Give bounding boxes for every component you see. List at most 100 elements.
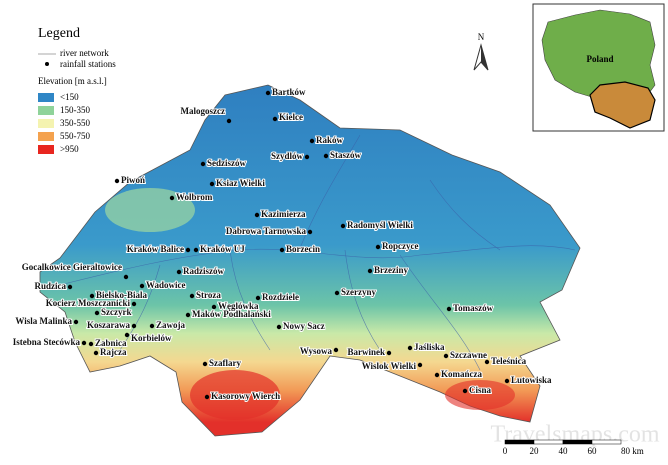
station-dot — [309, 138, 315, 144]
station-label: Istebna Stecówka — [13, 337, 81, 347]
station-dot — [226, 118, 232, 124]
station-dot — [123, 274, 129, 280]
station-label: Wislok Wielki — [362, 361, 417, 371]
station-dot — [149, 323, 155, 329]
station-label: Stroza — [196, 290, 221, 300]
station-dot — [204, 394, 210, 400]
station-label: Borzecin — [286, 244, 320, 254]
station-label: Brzeziny — [374, 265, 408, 275]
station-label: Lutowiska — [511, 375, 552, 385]
station-label: Koszarawa — [87, 320, 130, 330]
scale-segment — [504, 439, 535, 445]
station-dot — [94, 310, 100, 316]
station-dot — [124, 332, 130, 338]
legend-swatch — [38, 119, 54, 128]
station-label: Raków — [316, 135, 344, 145]
scale-segment — [533, 439, 564, 445]
station-dot — [73, 319, 79, 325]
stations: Bartków Malogoszcz Kielce Raków Szydlów Stasz… — [12, 86, 553, 402]
scale-segment — [562, 439, 593, 445]
station-label: Wadowice — [146, 280, 186, 290]
station-label: Korbielów — [131, 333, 172, 343]
station-dot — [367, 268, 373, 274]
station-label: Piwoń — [121, 175, 145, 185]
station-label: Radziszów — [183, 266, 224, 276]
station-label: Staszów — [330, 150, 361, 160]
station-dot — [434, 372, 440, 378]
station-dot — [255, 295, 261, 301]
station-label: Kasorowy Wierch — [211, 391, 280, 401]
inset-label: Poland — [586, 54, 613, 64]
station-dot — [189, 293, 195, 299]
station-dot — [504, 378, 510, 384]
station-label: Bartków — [272, 87, 306, 97]
station-label: Szaflary — [209, 358, 241, 368]
station-dot — [407, 345, 413, 351]
legend-class-label: 550-750 — [60, 131, 90, 141]
station-dot — [417, 362, 423, 368]
station-dot — [307, 229, 313, 235]
scale-label: 60 — [588, 446, 598, 456]
station-label: Wysowa — [300, 346, 333, 356]
station-label: Zabnica — [95, 338, 127, 348]
station-label: Węglówka — [218, 301, 259, 311]
station-dot — [443, 353, 449, 359]
station-label: Zawoja — [156, 320, 185, 330]
scale-label: 0 — [503, 446, 508, 456]
scale-label: 80 km — [621, 446, 644, 456]
station-dot — [81, 340, 87, 346]
station-dot — [254, 212, 260, 218]
river-network — [59, 134, 576, 371]
station-label: Kazimierza — [261, 209, 306, 219]
station-label: Gocalkowice Gieraltowice — [22, 262, 122, 272]
station-label: Tomaszów — [453, 303, 494, 313]
region — [39, 84, 581, 437]
legend-swatch — [38, 106, 54, 115]
station-dot — [67, 284, 73, 290]
legend-item: river network — [60, 48, 109, 58]
station-label: Ropczyce — [382, 241, 418, 251]
station-dot — [131, 301, 137, 307]
station-label: Rudzica — [35, 281, 67, 291]
station-dot — [334, 290, 340, 296]
station-label: Rozdziele — [262, 292, 299, 302]
inset-region — [589, 81, 656, 129]
north-arrow — [481, 45, 488, 70]
station-dot — [279, 247, 285, 253]
station-dot — [169, 195, 175, 201]
station-dot — [209, 181, 215, 187]
station-label: Rajcza — [100, 347, 127, 357]
legend-swatch — [38, 132, 54, 141]
station-dot — [131, 323, 137, 329]
legend-title: Legend — [38, 26, 80, 41]
mountain-patch — [190, 370, 280, 420]
legend-station-symbol — [45, 62, 49, 66]
station-dot — [185, 247, 191, 253]
scale-segment — [591, 439, 622, 445]
station-dot — [93, 350, 99, 356]
station-label: Barwinek — [347, 347, 385, 357]
station-dot — [333, 347, 339, 353]
station-label: Teleśnica — [491, 356, 527, 366]
legend-class-label: >950 — [60, 144, 79, 154]
legend-subtitle: Elevation [m a.s.l.] — [38, 76, 107, 86]
station-label: Sedziszów — [207, 158, 246, 168]
scale-label: 40 — [559, 446, 569, 456]
station-label: Bielsko-Biala — [96, 290, 148, 300]
station-dot — [89, 293, 95, 299]
station-dot — [276, 324, 282, 330]
legend-class-label: 150-350 — [60, 105, 90, 115]
station-dot — [304, 154, 310, 160]
mountain-patch — [445, 380, 515, 410]
station-dot — [462, 388, 468, 394]
station-label: Kielce — [279, 112, 303, 122]
station-label: Maków Podhalański — [192, 309, 271, 319]
legend-swatch — [38, 145, 54, 154]
legend-class-label: 350-550 — [60, 118, 90, 128]
station-label: Szczyrk — [101, 307, 132, 317]
station-dot — [340, 223, 346, 229]
station-label: Radomyśl Wielki — [347, 220, 413, 230]
station-label: Cisna — [469, 385, 492, 395]
station-label: Ksiaz Wielki — [216, 178, 265, 188]
station-label: Nowy Sacz — [283, 321, 325, 331]
